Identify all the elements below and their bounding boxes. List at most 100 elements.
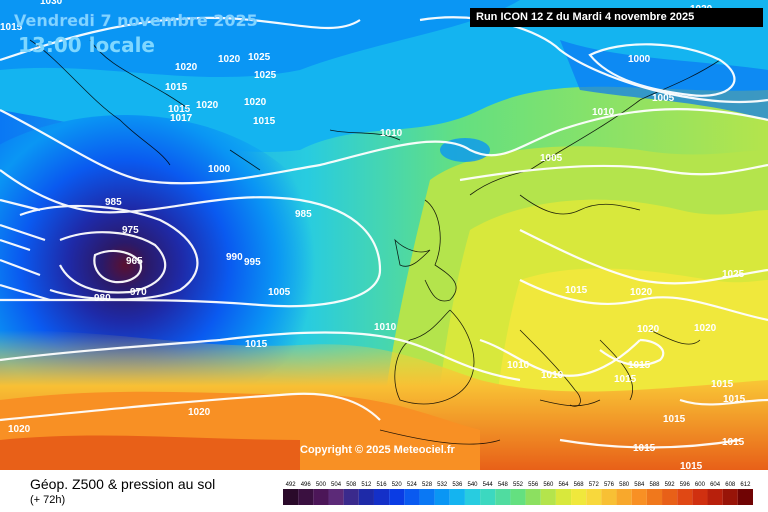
isobar-label: 1020 (218, 54, 241, 65)
legend-label: 572 (589, 482, 600, 488)
isobar-label: 1015 (628, 360, 651, 371)
legend-swatch (722, 489, 738, 505)
isobar-label: 985 (105, 197, 122, 208)
model-run-info: Run ICON 12 Z du Mardi 4 novembre 2025 (470, 8, 763, 27)
copyright-notice: Copyright © 2025 Meteociel.fr (300, 444, 455, 456)
legend-label: 540 (468, 482, 479, 488)
legend-label: 532 (437, 482, 448, 488)
legend-label: 568 (574, 482, 585, 488)
legend-swatch (737, 489, 753, 505)
legend-swatch (434, 489, 450, 505)
legend-label: 604 (710, 482, 721, 488)
isobar-label: 1025 (248, 52, 271, 63)
legend-label: 564 (558, 482, 569, 488)
legend-label: 516 (377, 482, 388, 488)
legend-label: 580 (619, 482, 630, 488)
legend-swatch (283, 489, 299, 505)
legend-label: 508 (346, 482, 357, 488)
isobar-label: 1010 (541, 370, 564, 381)
isobar-label: 965 (126, 256, 143, 267)
legend-label: 608 (725, 482, 736, 488)
legend-swatch (571, 489, 587, 505)
isobar-label: 1025 (722, 269, 745, 280)
legend-swatch (631, 489, 647, 505)
legend-swatch (586, 489, 602, 505)
legend-swatch (328, 489, 344, 505)
legend-label: 560 (543, 482, 554, 488)
isobar-label: 1020 (196, 100, 219, 111)
isobar-label: 1015 (565, 285, 588, 296)
isobar-label: 1015 (165, 82, 188, 93)
isobar-label: 1015 (722, 437, 745, 448)
legend-label: 520 (392, 482, 403, 488)
legend-swatch (298, 489, 314, 505)
legend-swatch (616, 489, 632, 505)
legend-swatch (404, 489, 420, 505)
legend-swatch (601, 489, 617, 505)
isobar-label: 1010 (592, 107, 615, 118)
isobar-label: 1010 (374, 322, 397, 333)
legend-swatch (373, 489, 390, 505)
color-legend: 492 496 500 504 508 512 516 520 524 528 532 536 540 5… (283, 482, 753, 505)
legend-swatch (343, 489, 359, 505)
isobar-label: 1025 (254, 70, 277, 81)
isobar-label: 1015 (680, 461, 703, 470)
isobar-label: 980 (94, 293, 111, 304)
isobar-label: 1005 (652, 93, 675, 104)
isobar-label: 1010 (380, 128, 403, 139)
legend-swatch (313, 489, 329, 505)
legend-swatch (389, 489, 405, 505)
isobar-label: 1015 (723, 394, 746, 405)
legend-label: 492 (286, 482, 297, 488)
legend-swatch (646, 489, 663, 505)
legend-swatch (449, 489, 465, 505)
isobar-label: 1015 (633, 443, 656, 454)
map-footer: Géop. Z500 & pression au sol (+ 72h) 492… (0, 470, 768, 512)
isobar-label: 1015 (168, 104, 191, 115)
legend-label: 524 (407, 482, 418, 488)
legend-swatch (692, 489, 708, 505)
legend-label: 504 (331, 482, 342, 488)
legend-label: 556 (528, 482, 539, 488)
legend-label: 576 (604, 482, 615, 488)
isobar-label: 1015 (663, 414, 686, 425)
legend-swatch (510, 489, 526, 505)
forecast-range: (+ 72h) (30, 494, 66, 506)
legend-label: 588 (649, 482, 660, 488)
isobar-label: 1010 (507, 360, 530, 371)
isobar-label: 1015 (0, 22, 23, 33)
isobar-label: 970 (130, 287, 147, 298)
legend-label: 552 (513, 482, 524, 488)
weather-map: 1030 1015 1020 1025 1015 1025 1015 1020 … (0, 0, 768, 472)
legend-label: 600 (695, 482, 706, 488)
isobar-label: 975 (122, 225, 139, 236)
isobar-label: 1020 (244, 97, 267, 108)
isobar-label: 1015 (253, 116, 276, 127)
legend-label: 512 (361, 482, 372, 488)
isobar-label: 1020 (694, 323, 717, 334)
forecast-time: 13:00 locale (18, 33, 155, 57)
legend-label: 548 (498, 482, 509, 488)
map-canvas: 1030 1015 1020 1025 1015 1025 1015 1020 … (0, 0, 768, 472)
legend-swatch (419, 489, 435, 505)
legend-swatch (464, 489, 481, 505)
isobar-label: 1000 (628, 54, 651, 65)
legend-swatch (707, 489, 723, 505)
isobar-label: 990 (226, 252, 243, 263)
legend-swatch (495, 489, 511, 505)
isobar-label: 1020 (175, 62, 198, 73)
legend-label: 500 (316, 482, 327, 488)
legend-swatch (525, 489, 541, 505)
map-title: Géop. Z500 & pression au sol (30, 476, 216, 492)
legend-label: 544 (483, 482, 494, 488)
isobar-label: 1015 (614, 374, 637, 385)
isobar-label: 1020 (8, 424, 31, 435)
legend-swatch (555, 489, 572, 505)
legend-swatch (677, 489, 693, 505)
isobar-label: 1000 (208, 164, 231, 175)
legend-swatch (358, 489, 374, 505)
legend-label: 592 (665, 482, 676, 488)
isobar-label: 1017 (170, 113, 193, 124)
legend-label: 612 (740, 482, 751, 488)
isobar-label: 1020 (637, 324, 660, 335)
